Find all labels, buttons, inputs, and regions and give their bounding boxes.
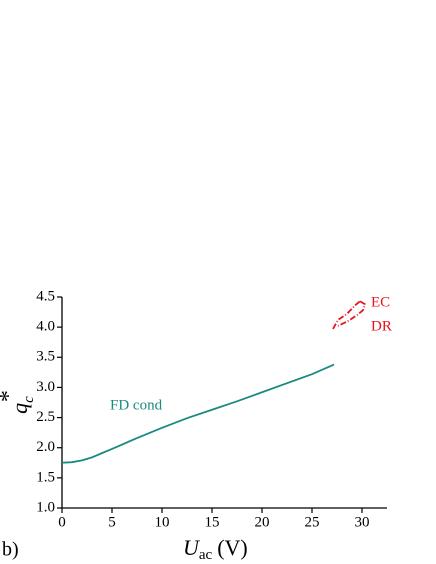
y-tick-label: 1.5 — [36, 469, 55, 485]
series-line — [332, 300, 361, 330]
series-label: FD cond — [110, 397, 163, 413]
y-tick-label: 4.0 — [36, 319, 55, 335]
x-tick-label: 5 — [108, 514, 116, 530]
y-tick-label: 3.0 — [36, 379, 55, 395]
y-tick-label: 4.5 — [36, 288, 55, 304]
series-label: EC — [371, 294, 390, 310]
y-tick-label: 3.5 — [36, 349, 55, 365]
y-axis-label-text: qc* — [0, 390, 37, 414]
series-line — [337, 300, 367, 327]
y-tick-label: 1.0 — [36, 499, 55, 515]
x-tick-label: 25 — [305, 514, 320, 530]
x-tick-label: 10 — [155, 514, 170, 530]
y-tick-label: 2.0 — [36, 439, 55, 455]
x-axis-label: Uac (V) — [183, 535, 248, 563]
series-label: DR — [371, 318, 392, 334]
x-tick-label: 15 — [205, 514, 220, 530]
y-axis-label: qc* — [0, 390, 37, 414]
x-tick-label: 0 — [58, 514, 66, 530]
panel-label: b) — [2, 539, 19, 561]
y-tick-label: 2.5 — [36, 409, 55, 425]
x-tick-label: 30 — [355, 514, 370, 530]
x-tick-label: 20 — [255, 514, 270, 530]
series-line — [61, 363, 335, 464]
